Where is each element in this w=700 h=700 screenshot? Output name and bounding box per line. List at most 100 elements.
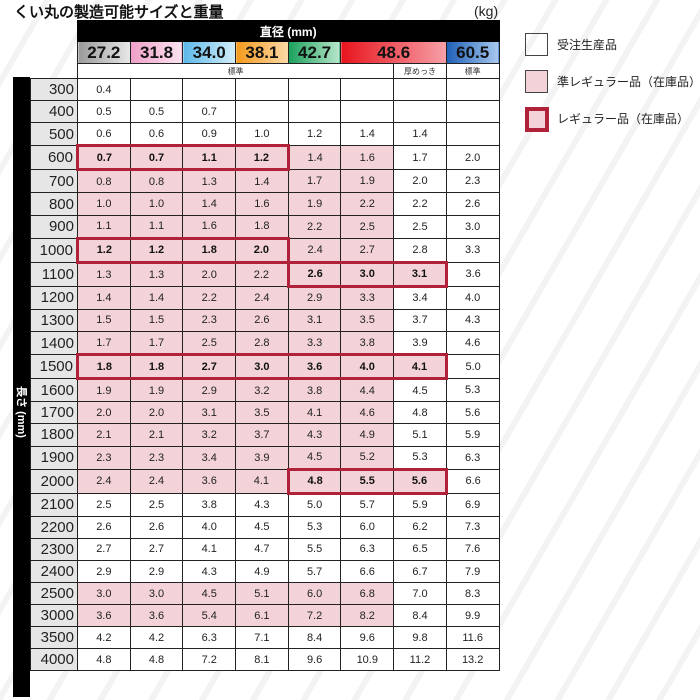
- weight-cell: 3.7: [235, 423, 289, 447]
- weight-cell: 1.4: [235, 169, 289, 194]
- weight-cell: 3.2: [182, 423, 237, 447]
- diameter-31-8: 31.8: [129, 41, 184, 64]
- length-label: 1700: [30, 401, 78, 425]
- length-label: 2000: [30, 468, 78, 494]
- weight-cell: 5.4: [182, 604, 237, 628]
- weight-cell: 2.0: [129, 401, 184, 425]
- weight-cell-regular: 3.6: [287, 353, 342, 381]
- weight-cell: 3.2: [235, 378, 289, 403]
- table-row: 2400 2.9 2.9 4.3 4.9 5.7 6.6 6.7 7.9: [30, 559, 500, 584]
- table-row: 600 0.7 0.7 1.1 1.2 1.4 1.6 1.7 2.0: [30, 144, 500, 172]
- weight-cell: 4.5: [235, 515, 289, 539]
- weight-cell-regular: 2.0: [235, 236, 290, 264]
- table-row: 2200 2.6 2.6 4.0 4.5 5.3 6.0 6.2 7.3: [30, 515, 500, 539]
- length-label: 800: [30, 192, 78, 216]
- weight-cell: 7.0: [393, 582, 447, 606]
- table-row: 1800 2.1 2.1 3.2 3.7 4.3 4.9 5.1 5.9: [30, 423, 500, 447]
- weight-cell: 5.3: [287, 515, 342, 539]
- weight-cell: 2.6: [445, 192, 500, 216]
- weight-cell: 7.1: [235, 626, 289, 650]
- weight-cell: 0.6: [129, 122, 184, 147]
- table-row: 3500 4.2 4.2 6.3 7.1 8.4 9.6 9.8 11.6: [30, 626, 500, 650]
- weight-cell: 5.7: [340, 492, 395, 517]
- weight-cell-regular: 4.1: [393, 353, 448, 381]
- weight-cell: 3.1: [287, 308, 342, 333]
- weight-cell-regular: 1.2: [129, 236, 184, 264]
- diameter-header: 直径 (mm): [77, 20, 500, 42]
- weight-cell: [340, 100, 395, 124]
- length-label: 1800: [30, 423, 78, 447]
- weight-cell: [445, 77, 500, 102]
- table-row: 400 0.5 0.5 0.7: [30, 100, 500, 124]
- weight-cell: 2.2: [235, 261, 289, 287]
- legend-label: レギュラー品（在庫品）: [557, 112, 690, 126]
- corner-cell: [31, 21, 78, 42]
- weight-cell: 2.7: [340, 237, 395, 263]
- weight-cell: 6.2: [393, 515, 447, 539]
- weight-cell: 13.2: [445, 648, 500, 672]
- weight-cell: 0.7: [182, 100, 237, 124]
- weight-cell: 1.0: [129, 192, 184, 216]
- weight-cell: 3.0: [129, 582, 184, 606]
- finish-subheader: 厚めっき: [393, 63, 447, 79]
- weight-cell: 2.0: [77, 401, 131, 425]
- unit-label: (kg): [474, 3, 499, 19]
- length-label: 400: [30, 100, 78, 124]
- weight-cell-regular: 2.6: [286, 260, 342, 288]
- table-row: 3000 3.6 3.6 5.4 6.1 7.2 8.2 8.4 9.9: [30, 604, 500, 628]
- weight-cell: 6.8: [340, 582, 395, 606]
- weight-cell: 6.0: [287, 582, 342, 606]
- weight-table: 直径 (mm) 27.2 31.8 34.0 38.1 42.7 48.6 60.5 標準厚…: [30, 20, 500, 672]
- weight-cell: 3.0: [77, 582, 131, 606]
- weight-cell: 1.6: [235, 192, 289, 216]
- table-row: 2500 3.0 3.0 4.5 5.1 6.0 6.8 7.0 8.3: [30, 582, 500, 606]
- table-row: 300 0.4: [30, 77, 500, 102]
- weight-cell: 6.6: [340, 559, 395, 584]
- weight-cell: 3.7: [393, 308, 447, 333]
- length-label: 2300: [30, 537, 78, 561]
- weight-cell: 1.7: [287, 169, 342, 194]
- weight-cell: 5.5: [287, 537, 342, 561]
- table-row: 1900 2.3 2.3 3.4 3.9 4.5 5.2 5.3 6.3: [30, 445, 500, 470]
- table-row: 1600 1.9 1.9 2.9 3.2 3.8 4.4 4.5 5.3: [30, 378, 500, 403]
- table-row: 500 0.6 0.6 0.9 1.0 1.2 1.4 1.4: [30, 122, 500, 147]
- length-label: 700: [30, 169, 78, 194]
- table-row: 4000 4.8 4.8 7.2 8.1 9.6 10.9 11.2 13.2: [30, 648, 500, 672]
- weight-cell: 2.2: [393, 192, 447, 216]
- weight-cell: 2.5: [182, 331, 237, 356]
- weight-cell: 6.6: [445, 468, 500, 494]
- weight-cell: 1.7: [393, 145, 447, 171]
- weight-cell-regular: 4.8: [286, 467, 342, 495]
- weight-cell: 1.3: [182, 169, 237, 194]
- weight-cell: 4.4: [340, 378, 395, 403]
- weight-cell: [393, 100, 447, 124]
- diameter-60-5: 60.5: [445, 41, 500, 64]
- weight-cell: 1.0: [235, 122, 289, 147]
- corner-cell: [31, 64, 78, 79]
- weight-cell: 5.3: [393, 445, 447, 470]
- weight-cell: 3.9: [393, 331, 447, 356]
- weight-cell: 4.2: [77, 626, 131, 650]
- weight-cell: 4.6: [445, 331, 500, 356]
- table-row: 1400 1.7 1.7 2.5 2.8 3.3 3.8 3.9 4.6: [30, 331, 500, 356]
- weight-cell: 2.3: [129, 445, 184, 470]
- weight-cell: 4.2: [129, 626, 184, 650]
- weight-cell: 2.6: [129, 515, 184, 539]
- weight-cell: 4.5: [287, 445, 342, 470]
- weight-cell: 8.1: [235, 648, 289, 672]
- length-label: 500: [30, 122, 78, 147]
- weight-cell-regular: 5.6: [393, 467, 448, 495]
- weight-cell: 4.1: [235, 468, 289, 494]
- weight-cell: 5.0: [287, 492, 342, 517]
- weight-cell: 4.7: [235, 537, 289, 561]
- weight-cell: 4.8: [393, 401, 447, 425]
- weight-cell-regular: 3.0: [235, 353, 289, 381]
- length-label: 600: [30, 145, 78, 171]
- weight-cell: 4.3: [445, 308, 500, 333]
- weight-cell: 3.4: [182, 445, 237, 470]
- weight-cell: 0.6: [77, 122, 131, 147]
- weight-cell: 2.0: [445, 145, 500, 171]
- weight-cell-regular: 0.7: [76, 144, 131, 172]
- length-label: 1000: [30, 237, 78, 263]
- weight-cell: 9.6: [340, 626, 395, 650]
